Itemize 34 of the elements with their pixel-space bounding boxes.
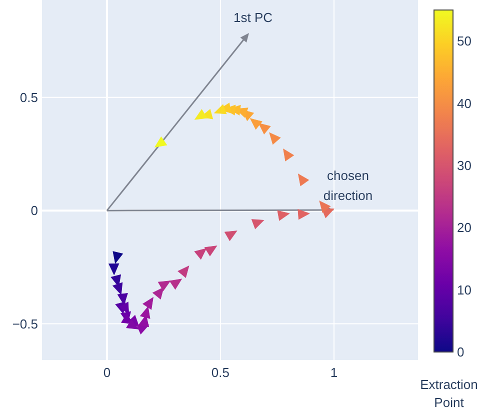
color-bar-label: 50 xyxy=(457,34,472,49)
color-bar-title: Extraction Point xyxy=(420,377,478,410)
point xyxy=(178,266,190,278)
point xyxy=(251,219,264,230)
color-bar-label: 40 xyxy=(457,96,472,111)
point xyxy=(158,280,171,292)
x-tick-label: 0.5 xyxy=(211,365,230,380)
point xyxy=(112,282,123,295)
x-tick-label: 1 xyxy=(330,365,338,380)
annotation: chosen direction xyxy=(323,168,373,203)
point xyxy=(224,230,238,241)
point xyxy=(250,118,262,130)
point xyxy=(152,287,164,300)
point xyxy=(269,132,281,145)
point xyxy=(204,246,217,256)
point xyxy=(298,174,309,186)
color-bar-label: 20 xyxy=(457,220,472,236)
annotation: 1st PC xyxy=(233,10,273,25)
color-bar-label: 30 xyxy=(457,158,472,173)
point xyxy=(319,200,331,213)
point xyxy=(298,209,310,220)
point xyxy=(283,148,294,162)
point xyxy=(194,248,207,260)
point xyxy=(142,297,154,310)
y-tick-label: 0.5 xyxy=(20,90,38,105)
point xyxy=(169,278,182,290)
y-tick-label: 0 xyxy=(30,203,38,218)
y-tick-label: −0.5 xyxy=(12,316,38,332)
point xyxy=(140,306,150,319)
color-bar-label: 0 xyxy=(457,344,464,360)
color-bar-label: 10 xyxy=(457,282,472,298)
x-tick-label: 0 xyxy=(103,365,111,380)
point xyxy=(258,122,271,134)
point xyxy=(277,210,290,221)
